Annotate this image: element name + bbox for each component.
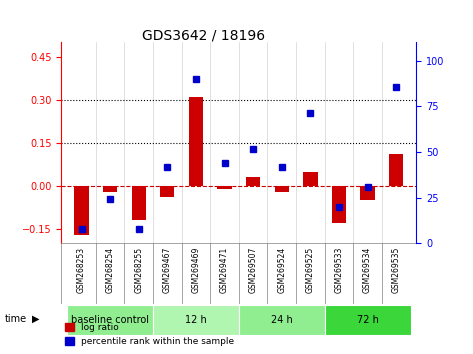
Text: GSM269471: GSM269471 [220,246,229,293]
Text: GSM269507: GSM269507 [249,246,258,293]
Text: GSM269467: GSM269467 [163,246,172,293]
Bar [303,172,317,186]
Text: 72 h: 72 h [357,315,378,325]
Bar [131,186,146,221]
FancyBboxPatch shape [239,305,324,335]
Bar [74,186,88,235]
Text: GDS3642 / 18196: GDS3642 / 18196 [142,28,265,42]
Bar [332,186,346,223]
Bar [103,186,117,192]
Text: GSM269534: GSM269534 [363,246,372,293]
Bar [275,186,289,192]
FancyBboxPatch shape [67,305,153,335]
Text: GSM269525: GSM269525 [306,246,315,293]
Text: GSM268253: GSM268253 [77,246,86,292]
FancyBboxPatch shape [324,305,411,335]
Text: GSM269533: GSM269533 [334,246,343,293]
Text: 12 h: 12 h [185,315,207,325]
Text: time: time [5,314,27,324]
FancyBboxPatch shape [153,305,239,335]
Text: GSM268254: GSM268254 [105,246,114,292]
Text: GSM269469: GSM269469 [192,246,201,293]
Text: GSM269524: GSM269524 [277,246,286,293]
Legend: log ratio, percentile rank within the sample: log ratio, percentile rank within the sa… [61,320,238,349]
Bar [160,186,175,198]
Text: baseline control: baseline control [71,315,149,325]
Bar [189,97,203,186]
Text: GSM268255: GSM268255 [134,246,143,292]
Text: ▶: ▶ [32,314,40,324]
Bar [246,177,260,186]
Bar [360,186,375,200]
Bar [218,186,232,189]
Text: GSM269535: GSM269535 [392,246,401,293]
Bar [389,154,403,186]
Text: 24 h: 24 h [271,315,293,325]
